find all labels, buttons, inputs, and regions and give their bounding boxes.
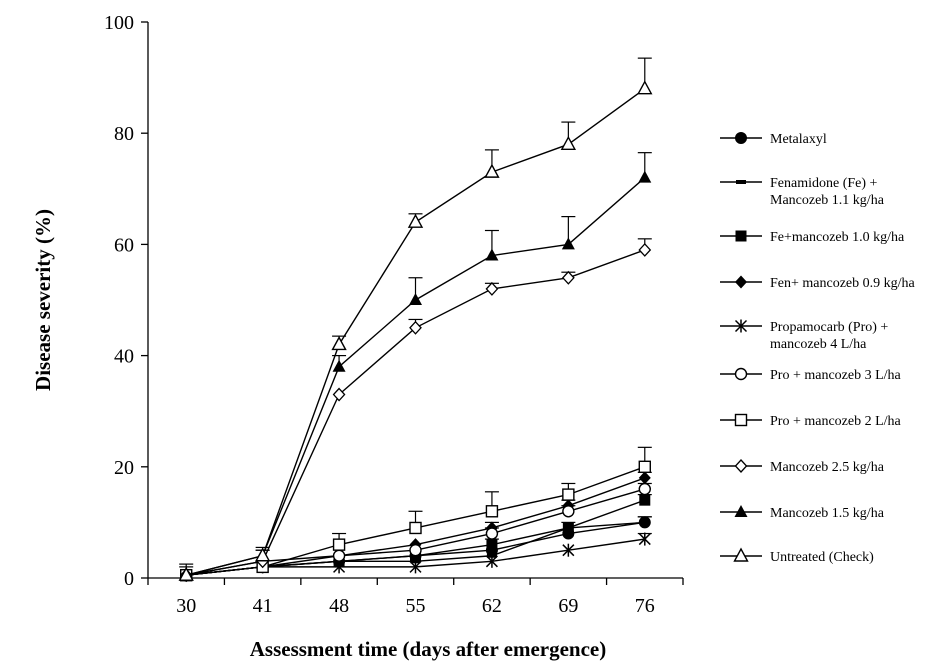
x-tick-label: 48	[329, 595, 349, 617]
y-tick-label: 0	[124, 568, 134, 590]
y-tick-label: 60	[114, 234, 134, 256]
data-point	[332, 359, 346, 372]
data-point	[639, 494, 651, 506]
data-point	[561, 237, 575, 250]
legend-marker	[735, 132, 747, 144]
legend-label: Fe+mancozeb 1.0 kg/ha	[770, 230, 905, 245]
data-point	[485, 505, 499, 518]
data-point	[407, 213, 424, 228]
data-point	[332, 387, 346, 402]
data-point	[485, 554, 498, 568]
legend-item-1: Fenamidone (Fe) + Mancozeb 1.1 kg/ha	[720, 176, 885, 208]
x-tick-label: 41	[253, 595, 273, 617]
data-point	[562, 522, 574, 534]
legend-label-line: Fe+mancozeb 1.0 kg/ha	[770, 230, 905, 245]
data-point	[332, 538, 346, 551]
data-point	[178, 566, 194, 581]
data-point	[638, 170, 652, 183]
data-point	[638, 482, 651, 496]
legend-label-line: Mancozeb 1.1 kg/ha	[770, 193, 885, 208]
data-point	[409, 293, 422, 305]
data-point	[638, 460, 651, 473]
data-point	[485, 281, 499, 296]
legend: Metalaxyl Fenamidone (Fe) + Mancozeb 1.1 k…	[720, 132, 916, 565]
legend-label: Pro + mancozeb 3 L/ha	[770, 368, 902, 383]
legend-label: Mancozeb 2.5 kg/ha	[770, 460, 885, 475]
legend-marker	[733, 547, 749, 562]
data-point	[638, 532, 651, 546]
legend-marker	[734, 319, 748, 333]
x-tick-label: 62	[482, 595, 502, 617]
legend-item-2: Fe+mancozeb 1.0 kg/ha	[720, 230, 905, 245]
data-point	[562, 543, 575, 557]
data-point	[560, 135, 577, 151]
y-tick-label: 40	[114, 346, 134, 368]
legend-marker	[734, 459, 748, 473]
data-point	[562, 488, 575, 501]
data-point	[409, 560, 422, 574]
data-point	[254, 547, 271, 562]
legend-marker	[735, 230, 747, 242]
legend-label: Pro + mancozeb 2 L/ha	[770, 414, 902, 429]
data-point	[333, 560, 346, 574]
y-axis-title: Disease severity (%)	[31, 209, 55, 391]
legend-label: Fen+ mancozeb 0.9 kg/ha	[770, 276, 916, 291]
legend-item-4: Propamocarb (Pro) + mancozeb 4 L/ha	[720, 319, 888, 352]
legend-label: Metalaxyl	[770, 132, 827, 147]
data-point	[639, 520, 650, 525]
legend-item-0: Metalaxyl	[720, 132, 827, 147]
x-tick-label: 55	[406, 595, 426, 617]
data-point	[637, 80, 653, 95]
legend-label-line: Untreated (Check)	[770, 550, 874, 565]
legend-label-line: Mancozeb 2.5 kg/ha	[770, 460, 885, 475]
data-point	[332, 549, 346, 562]
data-point	[409, 320, 422, 335]
x-tick-label: 76	[635, 595, 655, 617]
legend-label: Fenamidone (Fe) + Mancozeb 1.1 kg/ha	[770, 176, 885, 208]
legend-label-line: Pro + mancozeb 3 L/ha	[770, 368, 902, 383]
data-point	[331, 336, 347, 351]
y-tick-label: 100	[104, 12, 134, 34]
data-point	[638, 471, 651, 485]
data-point	[638, 242, 652, 257]
legend-item-7: Mancozeb 2.5 kg/ha	[720, 459, 885, 475]
legend-label: Propamocarb (Pro) + mancozeb 4 L/ha	[770, 320, 888, 352]
x-axis-title: Assessment time (days after emergence)	[250, 637, 607, 661]
y-tick-label: 80	[114, 123, 134, 145]
legend-label-line: mancozeb 4 L/ha	[770, 337, 867, 352]
data-point	[409, 521, 422, 535]
legend-item-9: Untreated (Check)	[720, 547, 874, 565]
legend-marker	[735, 275, 747, 289]
legend-marker	[734, 413, 748, 427]
series-9	[178, 57, 653, 581]
legend-item-8: Mancozeb 1.5 kg/ha	[720, 505, 885, 521]
legend-marker	[734, 367, 748, 381]
data-point	[485, 527, 499, 540]
legend-item-5: Pro + mancozeb 3 L/ha	[720, 367, 902, 383]
legend-label-line: Fen+ mancozeb 0.9 kg/ha	[770, 276, 916, 291]
y-tick-label: 20	[114, 457, 134, 479]
legend-label-line: Mancozeb 1.5 kg/ha	[770, 506, 885, 521]
legend-label-line: Fenamidone (Fe) +	[770, 176, 878, 191]
data-point	[561, 270, 575, 285]
data-point	[485, 248, 499, 261]
x-tick-label: 30	[176, 595, 196, 617]
x-tick-label: 69	[558, 595, 578, 617]
legend-label-line: Metalaxyl	[770, 132, 827, 147]
legend-label: Mancozeb 1.5 kg/ha	[770, 506, 885, 521]
legend-marker	[734, 505, 748, 517]
legend-item-6: Pro + mancozeb 2 L/ha	[720, 413, 902, 429]
data-point	[486, 539, 498, 551]
legend-label-line: Pro + mancozeb 2 L/ha	[770, 414, 902, 429]
legend-label: Untreated (Check)	[770, 550, 874, 565]
plot-area: 0 20 40 60 80 100 30 41 48 55 62 69 76	[104, 12, 684, 617]
data-point	[409, 544, 422, 557]
data-point	[562, 505, 575, 518]
data-point	[484, 163, 500, 178]
legend-label-line: Propamocarb (Pro) +	[770, 320, 888, 335]
legend-marker	[736, 180, 746, 184]
legend-item-3: Fen+ mancozeb 0.9 kg/ha	[720, 275, 916, 291]
